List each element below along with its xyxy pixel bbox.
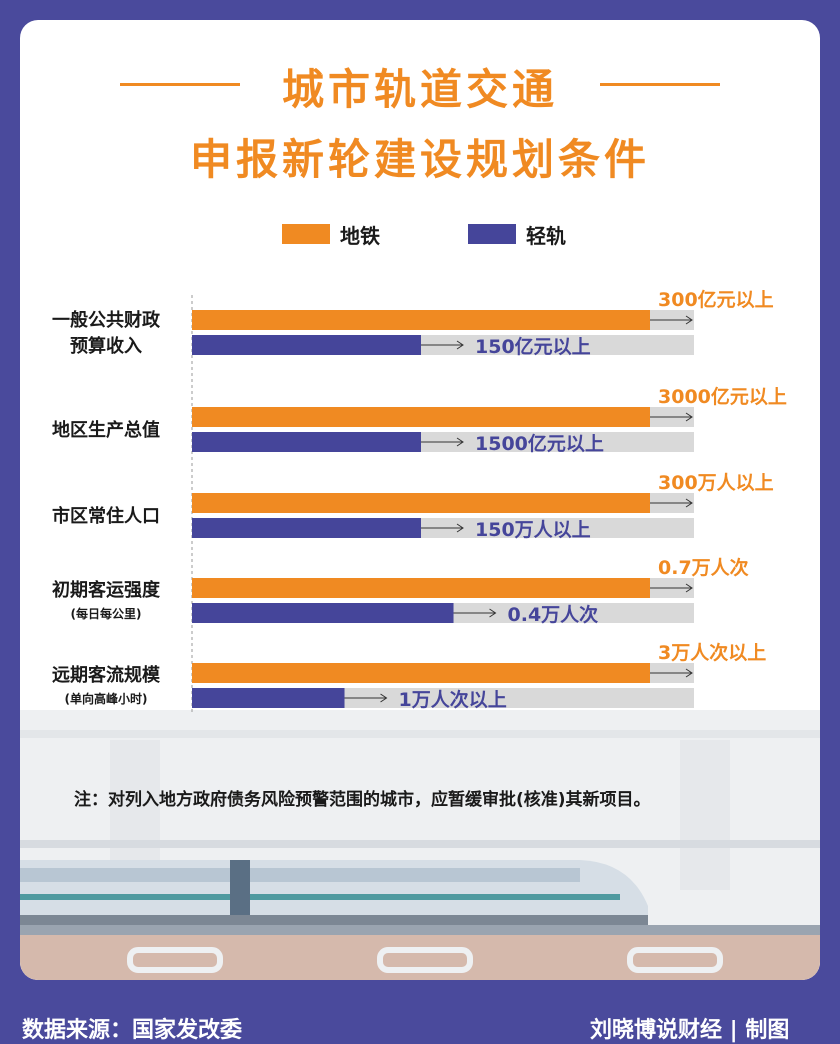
title-line-1: 城市轨道交通	[281, 65, 558, 114]
bar-subway	[192, 663, 650, 683]
bar-light-rail	[192, 688, 345, 708]
bar-subway	[192, 578, 650, 598]
category-label: 地区生产总值	[52, 419, 160, 441]
data-label: 3万人次以上	[658, 641, 766, 664]
category-label: 市区常住人口	[52, 505, 160, 527]
data-label: 0.7万人次	[658, 556, 749, 579]
train-platform-illustration	[20, 710, 820, 980]
data-label: 3000亿元以上	[658, 385, 787, 408]
category-label: 初期客运强度	[52, 579, 161, 601]
data-label: 0.4万人次	[508, 603, 599, 626]
legend-swatch-subway	[282, 224, 330, 244]
arrow-head	[456, 340, 464, 350]
title-rule-left	[120, 83, 240, 86]
train	[20, 860, 648, 925]
legend-label-subway: 地铁	[340, 224, 380, 248]
arrow-head	[685, 412, 693, 422]
category-label: 一般公共财政	[52, 309, 161, 331]
bar-light-rail	[192, 603, 454, 623]
bar-light-rail	[192, 335, 421, 355]
bar-subway	[192, 493, 650, 513]
bar-light-rail	[192, 518, 421, 538]
legend-label-light-rail: 轻轨	[526, 224, 566, 248]
infographic-card: 城市轨道交通 申报新轮建设规划条件 地铁 轻轨 一般公共财政 预算收入 300亿元以…	[20, 20, 820, 980]
legend-swatch-light-rail	[468, 224, 516, 244]
category-sublabel: (每日每公里)	[71, 606, 142, 621]
data-label: 1500亿元以上	[475, 432, 604, 455]
arrow-head	[456, 437, 464, 447]
footnote: 注：对列入地方政府债务风险预警范围的城市，应暂缓审批(核准)其新项目。	[74, 790, 651, 810]
data-label: 150亿元以上	[475, 335, 591, 358]
bar-subway	[192, 407, 650, 427]
arrow-head	[489, 608, 497, 618]
data-label: 300亿元以上	[658, 288, 774, 311]
bar-subway	[192, 310, 650, 330]
data-label: 1万人次以上	[399, 688, 507, 711]
title-line-2: 申报新轮建设规划条件	[189, 135, 650, 184]
bar-light-rail	[192, 432, 421, 452]
arrow-head	[685, 583, 693, 593]
credit: 刘晓博说财经 | 制图	[590, 1018, 790, 1043]
data-source: 数据来源：国家发改委	[22, 1018, 243, 1043]
title-rule-right	[600, 83, 720, 86]
data-label: 300万人以上	[658, 472, 774, 494]
arrow-head	[380, 693, 388, 703]
category-label-line2: 预算收入	[70, 335, 142, 357]
arrow-head	[456, 523, 464, 533]
category-label: 远期客流规模	[52, 664, 161, 686]
arrow-head	[685, 498, 693, 508]
data-label: 150万人以上	[475, 519, 591, 541]
arrow-head	[685, 668, 693, 678]
category-sublabel: (单向高峰小时)	[65, 691, 148, 706]
arrow-head	[685, 315, 693, 325]
